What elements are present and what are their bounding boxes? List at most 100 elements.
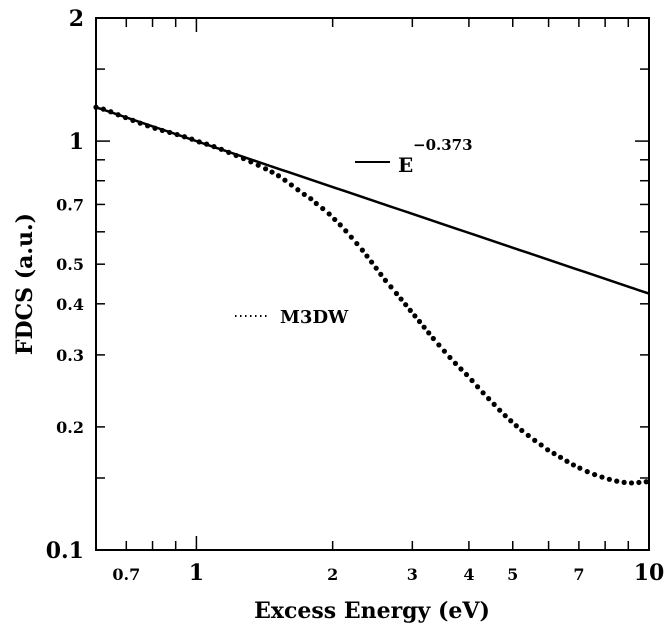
x-axis-title: Excess Energy (eV) [254, 598, 490, 623]
series-m3dw-point [359, 247, 365, 253]
series-m3dw-point [382, 277, 388, 283]
series-m3dw-point [326, 211, 332, 217]
series-m3dw-point [218, 146, 224, 152]
series-m3dw-point [557, 454, 564, 460]
series-m3dw-point [301, 191, 307, 198]
series-m3dw-point [240, 155, 247, 162]
series-m3dw-point [570, 462, 577, 468]
series-m3dw-point [525, 432, 531, 439]
plot-frame [95, 17, 650, 551]
series-m3dw-point [204, 141, 210, 147]
series-m3dw-point [100, 106, 106, 112]
series-m3dw-point [403, 302, 409, 308]
legend-power-law-base: E [398, 153, 413, 177]
legend-power-law-exponent: −0.373 [413, 136, 473, 154]
series-m3dw-point [145, 123, 151, 129]
series-m3dw-point [196, 139, 202, 145]
legend-m3dw: M3DW [235, 307, 349, 328]
series-m3dw-point [262, 166, 269, 172]
series-m3dw-point [189, 136, 195, 142]
series-m3dw-point [412, 313, 418, 319]
series-power-law-line [95, 106, 650, 295]
y-tick-label: 0.5 [56, 255, 84, 274]
series-m3dw-point [458, 366, 464, 372]
series-m3dw-point [354, 240, 360, 247]
data-series [93, 104, 650, 486]
series-m3dw-point [364, 253, 370, 259]
series-m3dw-point [282, 177, 288, 183]
y-tick-label: 2 [69, 6, 84, 32]
series-m3dw-point [122, 114, 129, 121]
series-m3dw-point [452, 360, 459, 366]
series-m3dw-point [137, 120, 143, 126]
x-tick-label: 5 [507, 565, 518, 584]
series-m3dw-point [275, 173, 282, 179]
series-m3dw-point [407, 307, 413, 313]
x-tick-label: 3 [407, 565, 418, 584]
series-m3dw-point [532, 437, 538, 443]
series-m3dw-point [337, 222, 343, 228]
series-m3dw-point [421, 324, 427, 330]
series-m3dw-point [332, 216, 338, 223]
series-m3dw-point [519, 427, 525, 434]
x-tick-label: 10 [634, 560, 665, 586]
series-m3dw-point [430, 335, 436, 342]
series-m3dw-point [226, 149, 232, 155]
series-m3dw-point [313, 200, 319, 207]
series-m3dw-point [592, 471, 598, 478]
series-m3dw-point [181, 134, 188, 140]
series-m3dw-point [343, 228, 349, 234]
series-m3dw-point [497, 407, 503, 413]
series-m3dw-point [584, 469, 590, 475]
series-m3dw-point [469, 377, 475, 384]
series-m3dw-point [93, 104, 99, 110]
series-m3dw-point [159, 127, 165, 134]
series-m3dw-point [233, 152, 239, 159]
y-tick-label: 0.7 [56, 195, 84, 214]
series-m3dw-point [441, 348, 447, 354]
y-tick-label: 0.1 [46, 538, 84, 564]
series-m3dw-point [474, 384, 481, 390]
y-axis-title: FDCS (a.u.) [12, 213, 38, 355]
series-m3dw-point [211, 143, 217, 150]
x-tick-label: 7 [573, 565, 584, 584]
series-m3dw-point [621, 479, 627, 485]
y-tick-label: 0.3 [56, 346, 84, 365]
series-m3dw-point [398, 296, 404, 302]
series-m3dw-point [486, 396, 492, 402]
series-m3dw-point [480, 390, 486, 396]
series-m3dw-point [538, 442, 544, 448]
legend-m3dw-label: M3DW [280, 307, 349, 328]
series-m3dw-point [288, 182, 294, 188]
series-m3dw-point [628, 480, 635, 486]
series-m3dw-point [308, 196, 314, 202]
series-m3dw-point [167, 129, 173, 136]
series-m3dw-point [436, 342, 442, 348]
x-tick-label: 4 [463, 565, 474, 584]
series-m3dw-point [174, 131, 180, 138]
y-tick-label: 0.4 [56, 295, 84, 314]
series-m3dw-point [491, 401, 497, 407]
series-m3dw-point [255, 162, 261, 168]
series-m3dw-point [248, 159, 254, 165]
series-m3dw-point [502, 413, 508, 419]
series-m3dw-point [447, 354, 453, 361]
series-m3dw-point [463, 371, 470, 378]
series-m3dw-point [513, 423, 519, 429]
series-m3dw-point [564, 458, 570, 464]
y-tick-label: 1 [69, 129, 84, 155]
y-tick-label: 0.2 [56, 418, 84, 437]
series-m3dw-point [130, 117, 136, 123]
x-tick-label: 0.7 [112, 565, 140, 584]
series-m3dw-point [599, 474, 605, 480]
series-m3dw-point [115, 112, 121, 118]
series-m3dw-point [614, 478, 620, 484]
axis-tick-labels: 0.7 1 2 3 4 5 7 10 0.1 0.2 0.3 0.4 0.5 0.7 1 2 [46, 6, 665, 586]
series-m3dw-point [643, 479, 649, 485]
series-m3dw-point [269, 169, 275, 175]
series-m3dw-point [348, 234, 354, 240]
series-m3dw-point [320, 205, 326, 212]
axis-ticks [95, 17, 650, 551]
series-m3dw-point [551, 450, 557, 457]
